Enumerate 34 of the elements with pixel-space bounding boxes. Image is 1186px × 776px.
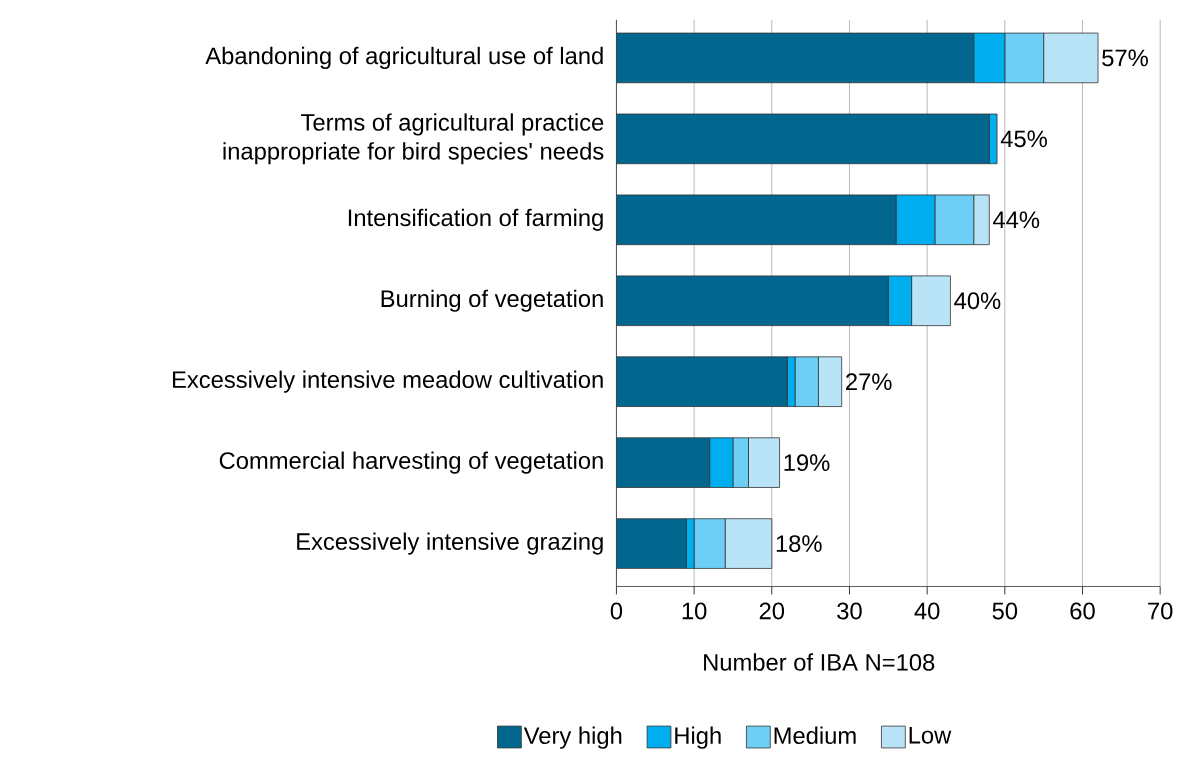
y-tick-label: Burning of vegetation <box>381 289 603 312</box>
x-axis-title: Number of IBA N=108 <box>704 653 935 671</box>
y-tick-label: Terms of agricultural practice inappropriate for bird species' needs <box>223 113 604 165</box>
x-tick-label: 0 <box>610 602 623 620</box>
y-tick-label: Commercial harvesting of vegetation <box>219 451 603 474</box>
legend-label: High <box>675 726 721 749</box>
legend-label: Low <box>909 726 952 744</box>
annotation: 45% <box>1000 130 1047 148</box>
x-tick-label: 70 <box>1148 602 1173 620</box>
bar <box>616 113 990 164</box>
x-tick-label: 10 <box>682 602 707 620</box>
bar <box>616 32 975 84</box>
annotation: 18% <box>776 535 822 552</box>
legend-label: Medium <box>774 726 856 744</box>
bar <box>616 275 889 326</box>
bar <box>616 356 788 407</box>
y-tick-label: Intensification of farming <box>348 208 603 231</box>
annotation: 27% <box>846 373 892 390</box>
bar <box>616 194 897 245</box>
annotation: 40% <box>954 292 1001 309</box>
legend-label: Very high <box>523 726 622 749</box>
y-tick-label: Abandoning of agricultural use of land <box>205 46 603 69</box>
x-tick-label: 60 <box>1070 602 1095 620</box>
annotation: 57% <box>1102 49 1148 67</box>
x-tick-label: 20 <box>759 602 785 620</box>
y-tick-label: Excessively intensive grazing <box>297 532 603 555</box>
x-tick-label: 40 <box>914 602 940 620</box>
bar <box>616 518 687 569</box>
x-tick-label: 30 <box>837 602 862 620</box>
annotation: 44% <box>993 211 1040 228</box>
annotation: 19% <box>784 454 830 471</box>
bar <box>616 437 711 488</box>
x-tick-label: 50 <box>992 602 1018 620</box>
y-tick-label: Excessively intensive meadow cultivation <box>173 370 603 393</box>
